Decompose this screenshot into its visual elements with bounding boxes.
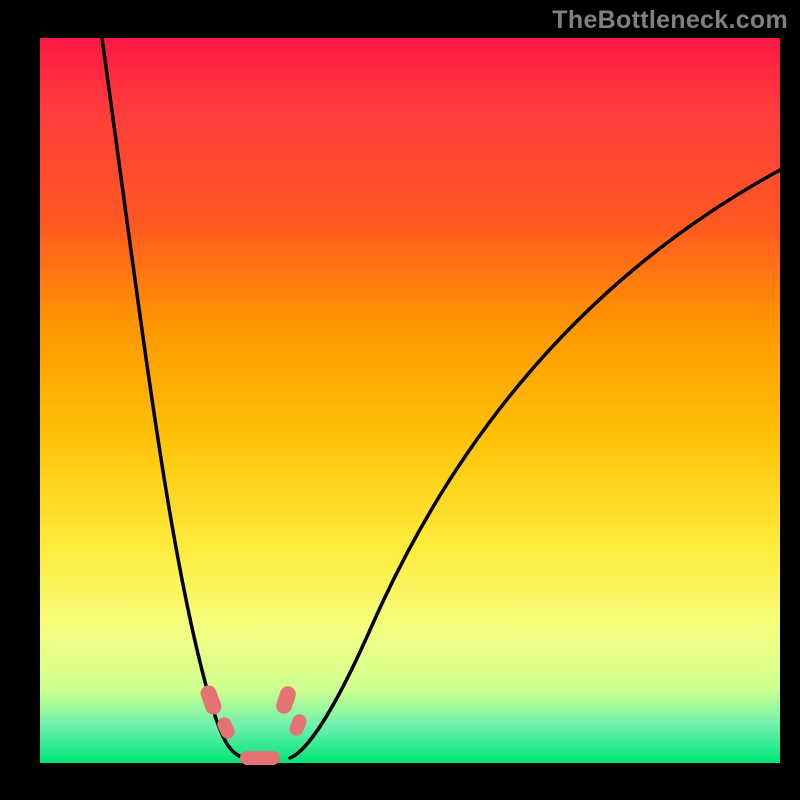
chart-container: TheBottleneck.com — [0, 0, 800, 800]
min-marker-0 — [198, 683, 223, 717]
min-marker-3 — [274, 684, 298, 716]
min-marker-4 — [287, 712, 308, 738]
right-curve — [290, 170, 780, 758]
bottleneck-curves — [0, 0, 800, 800]
min-marker-1 — [215, 715, 237, 741]
min-marker-2 — [240, 751, 280, 765]
left-curve — [102, 38, 245, 758]
